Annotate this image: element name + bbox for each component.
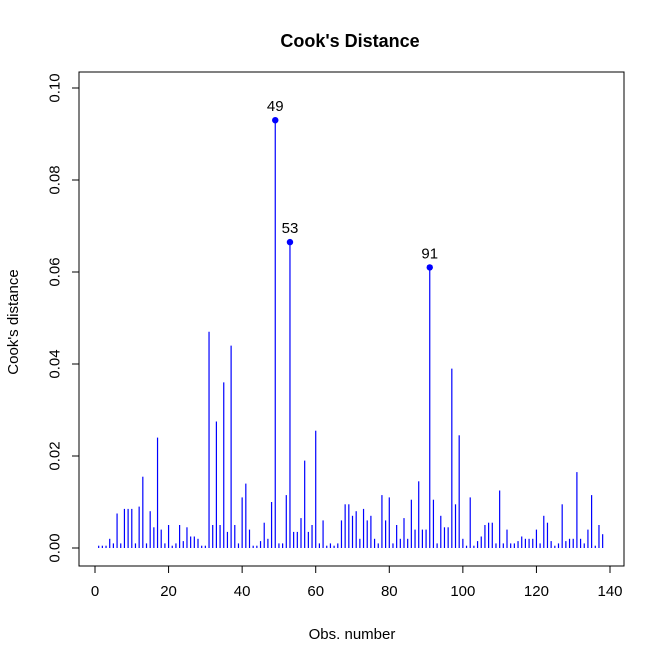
y-tick-label: 0.10 — [47, 73, 64, 102]
point-label: 49 — [267, 98, 284, 115]
point-label: 91 — [421, 245, 438, 262]
bars — [98, 120, 604, 548]
point-label: 53 — [282, 220, 299, 237]
y-tick-label: 0.00 — [47, 533, 64, 562]
y-tick-label: 0.06 — [47, 257, 64, 286]
x-tick-label: 80 — [381, 583, 398, 600]
x-tick-label: 0 — [91, 583, 99, 600]
x-axis: 0 20 40 60 80 100 120 140 — [91, 565, 623, 600]
y-tick-label: 0.08 — [47, 165, 64, 194]
x-tick-label: 100 — [450, 583, 475, 600]
y-axis-label: Cook's distance — [5, 269, 22, 374]
x-tick-label: 120 — [524, 583, 549, 600]
highlighted-points: 49 53 91 — [267, 98, 438, 271]
x-tick-label: 140 — [597, 583, 622, 600]
y-tick-label: 0.04 — [47, 349, 64, 378]
x-tick-label: 40 — [234, 583, 251, 600]
x-tick-label: 60 — [307, 583, 324, 600]
x-tick-label: 20 — [160, 583, 177, 600]
plot-frame — [78, 71, 625, 567]
x-axis-label: Obs. number — [309, 626, 396, 643]
highlighted-point — [426, 264, 433, 271]
highlighted-point — [286, 238, 294, 246]
y-axis: 0.00 0.02 0.04 0.06 0.08 0.10 — [47, 73, 80, 563]
chart-title: Cook's Distance — [280, 31, 419, 51]
highlighted-point — [272, 117, 279, 124]
y-tick-label: 0.02 — [47, 441, 64, 470]
